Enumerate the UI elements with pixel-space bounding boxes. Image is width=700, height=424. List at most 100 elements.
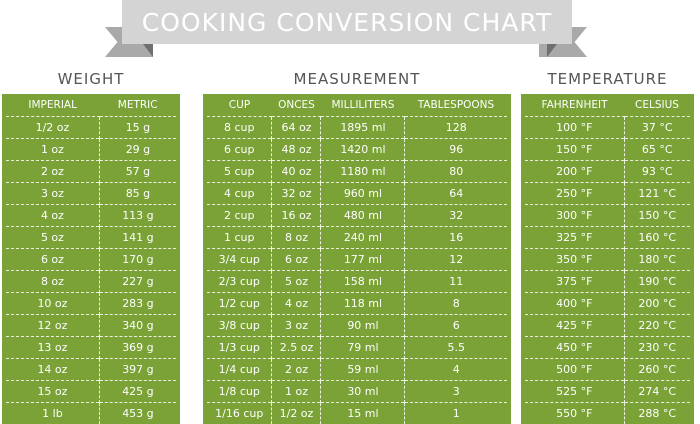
measurement-table-cell: 4 (405, 359, 507, 381)
temperature-title: TEMPERATURE (521, 70, 694, 88)
measurement-column-header: CUP (207, 94, 272, 117)
measurement-table-cell: 2 oz (272, 359, 321, 381)
measurement-table-cell: 3/8 cup (207, 315, 272, 337)
measurement-table-cell: 80 (405, 161, 507, 183)
temperature-table-cell: 450 °F (525, 337, 624, 359)
measurement-table-cell: 30 ml (321, 381, 405, 403)
weight-table-cell: 1 oz (6, 139, 99, 161)
weight-column-header: METRIC (99, 94, 176, 117)
measurement-table-cell: 6 (405, 315, 507, 337)
measurement-table-cell: 8 oz (272, 227, 321, 249)
measurement-table-cell: 480 ml (321, 205, 405, 227)
temperature-table-cell: 550 °F (525, 403, 624, 424)
temperature-table-cell: 37 °C (624, 117, 690, 139)
measurement-table-cell: 3/4 cup (207, 249, 272, 271)
measurement-table-cell: 90 ml (321, 315, 405, 337)
measurement-table-cell: 1/2 cup (207, 293, 272, 315)
measurement-table-cell: 32 oz (272, 183, 321, 205)
temperature-table-cell: 525 °F (525, 381, 624, 403)
weight-table-cell: 397 g (99, 359, 176, 381)
temperature-table-cell: 500 °F (525, 359, 624, 381)
weight-table-cell: 85 g (99, 183, 176, 205)
measurement-table-cell: 240 ml (321, 227, 405, 249)
measurement-table-cell: 40 oz (272, 161, 321, 183)
measurement-table-cell: 177 ml (321, 249, 405, 271)
measurement-table-cell: 118 ml (321, 293, 405, 315)
temperature-table-cell: 300 °F (525, 205, 624, 227)
measurement-table-cell: 2.5 oz (272, 337, 321, 359)
measurement-table-cell: 1/8 cup (207, 381, 272, 403)
measurement-table-cell: 64 oz (272, 117, 321, 139)
temperature-table-cell: 200 °F (525, 161, 624, 183)
measurement-table-cell: 2/3 cup (207, 271, 272, 293)
measurement-table-cell: 16 oz (272, 205, 321, 227)
weight-table-cell: 369 g (99, 337, 176, 359)
title-banner: COOKING CONVERSION CHART (122, 0, 572, 44)
weight-table-cell: 141 g (99, 227, 176, 249)
weight-table-cell: 425 g (99, 381, 176, 403)
temperature-table-cell: 65 °C (624, 139, 690, 161)
weight-table-cell: 14 oz (6, 359, 99, 381)
measurement-table-cell: 1 oz (272, 381, 321, 403)
temperature-column-header: CELSIUS (624, 94, 690, 117)
weight-table-cell: 170 g (99, 249, 176, 271)
measurement-column-header: MILLILITERS (321, 94, 405, 117)
measurement-table-cell: 960 ml (321, 183, 405, 205)
measurement-table-cell: 1/2 oz (272, 403, 321, 424)
temperature-table-cell: 230 °C (624, 337, 690, 359)
weight-table-cell: 1/2 oz (6, 117, 99, 139)
weight-table-cell: 113 g (99, 205, 176, 227)
measurement-table-cell: 1420 ml (321, 139, 405, 161)
weight-table-cell: 3 oz (6, 183, 99, 205)
temperature-table-cell: 425 °F (525, 315, 624, 337)
weight-table-cell: 29 g (99, 139, 176, 161)
measurement-table-cell: 1 cup (207, 227, 272, 249)
measurement-table-cell: 8 (405, 293, 507, 315)
measurement-table-cell: 4 oz (272, 293, 321, 315)
measurement-table-cell: 1180 ml (321, 161, 405, 183)
measurement-table-cell: 48 oz (272, 139, 321, 161)
measurement-table-cell: 1/4 cup (207, 359, 272, 381)
weight-table-cell: 4 oz (6, 205, 99, 227)
measurement-table-cell: 5.5 (405, 337, 507, 359)
measurement-table-cell: 6 oz (272, 249, 321, 271)
temperature-table-cell: 274 °C (624, 381, 690, 403)
measurement-table-cell: 16 (405, 227, 507, 249)
measurement-title: MEASUREMENT (203, 70, 511, 88)
weight-table-cell: 227 g (99, 271, 176, 293)
measurement-table-cell: 6 cup (207, 139, 272, 161)
measurement-table-cell: 1/16 cup (207, 403, 272, 424)
measurement-column-header: TABLESPOONS (405, 94, 507, 117)
temperature-table-cell: 260 °C (624, 359, 690, 381)
